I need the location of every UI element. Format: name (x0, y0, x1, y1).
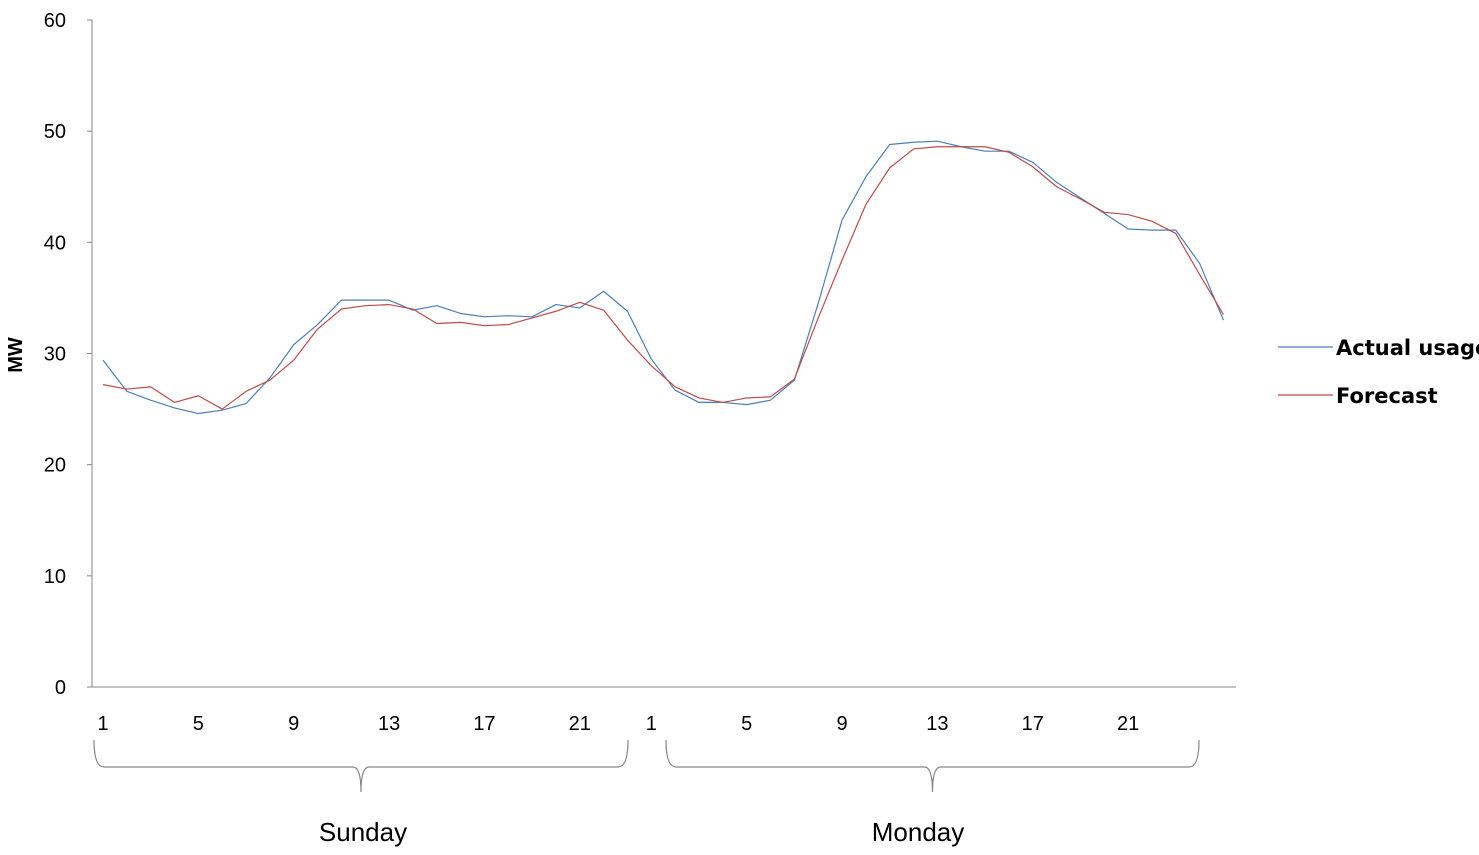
x-tick-label: 21 (1117, 713, 1139, 735)
series-line-actual-usage (102, 140, 1225, 415)
y-tick-label: 10 (44, 566, 66, 588)
x-tick-label: 17 (473, 713, 495, 735)
x-tick-label: 9 (836, 713, 847, 735)
x-tick-label: 13 (926, 713, 948, 735)
group-brace (665, 739, 1200, 793)
legend-label: Actual usage (1336, 336, 1479, 360)
y-tick-label: 60 (44, 10, 66, 32)
x-tick-label: 9 (288, 713, 299, 735)
x-tick-label: 5 (193, 713, 204, 735)
group-label: Sunday (319, 817, 407, 847)
x-tick-label: 17 (1022, 713, 1044, 735)
x-tick-label: 1 (97, 713, 108, 735)
x-tick-label: 1 (646, 713, 657, 735)
series-line-forecast (102, 146, 1224, 410)
x-tick-label: 5 (741, 713, 752, 735)
x-tick-label: 21 (569, 713, 591, 735)
y-axis-label: MW (5, 337, 27, 373)
y-tick-label: 50 (44, 121, 66, 143)
y-tick-label: 30 (44, 344, 66, 366)
y-tick-label: 40 (44, 232, 66, 254)
x-tick-label: 13 (378, 713, 400, 735)
group-label: Monday (872, 817, 965, 847)
group-brace (93, 739, 629, 793)
y-tick-label: 0 (55, 677, 66, 699)
y-tick-label: 20 (44, 455, 66, 477)
legend-label: Forecast (1336, 384, 1438, 408)
